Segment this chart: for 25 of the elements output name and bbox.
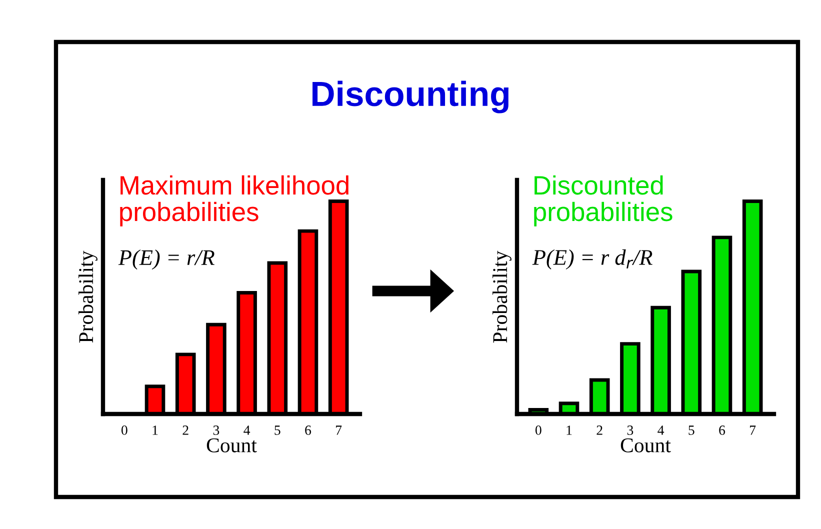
x-tick-label: 1	[566, 426, 572, 435]
x-tick-label: 2	[182, 426, 188, 435]
x-tick-label: 3	[627, 426, 634, 435]
x-tick-label: 7	[336, 426, 342, 435]
x-tick-label: 6	[719, 426, 726, 435]
x-tick-label: 5	[274, 426, 280, 435]
annotation: P(E) = r d$_{r}$/R	[532, 249, 652, 270]
x-tick-label: 4	[244, 426, 250, 435]
x-tick-label: 3	[213, 426, 220, 435]
y-axis-title: Probability	[492, 250, 512, 343]
x-tick-label: 2	[596, 426, 602, 435]
x-tick-label: 0	[535, 426, 542, 435]
x-tick-label: 6	[305, 426, 312, 435]
x-tick-label: 4	[658, 426, 664, 435]
annotation: Maximum likelihood probabilities	[120, 175, 348, 226]
x-axis-title: Count	[206, 438, 257, 452]
x-tick-label: 0	[121, 426, 128, 435]
annotation: Discounted probabilities	[534, 175, 672, 226]
x-tick-label: 5	[688, 426, 694, 435]
x-tick-label: 7	[750, 426, 756, 435]
annotation: P(E) = r/R	[118, 249, 214, 270]
x-tick-label: 1	[152, 426, 158, 435]
y-axis-title: Probability	[78, 250, 98, 343]
x-axis-title: Count	[620, 438, 671, 452]
chart-title: Discounting	[312, 80, 508, 114]
